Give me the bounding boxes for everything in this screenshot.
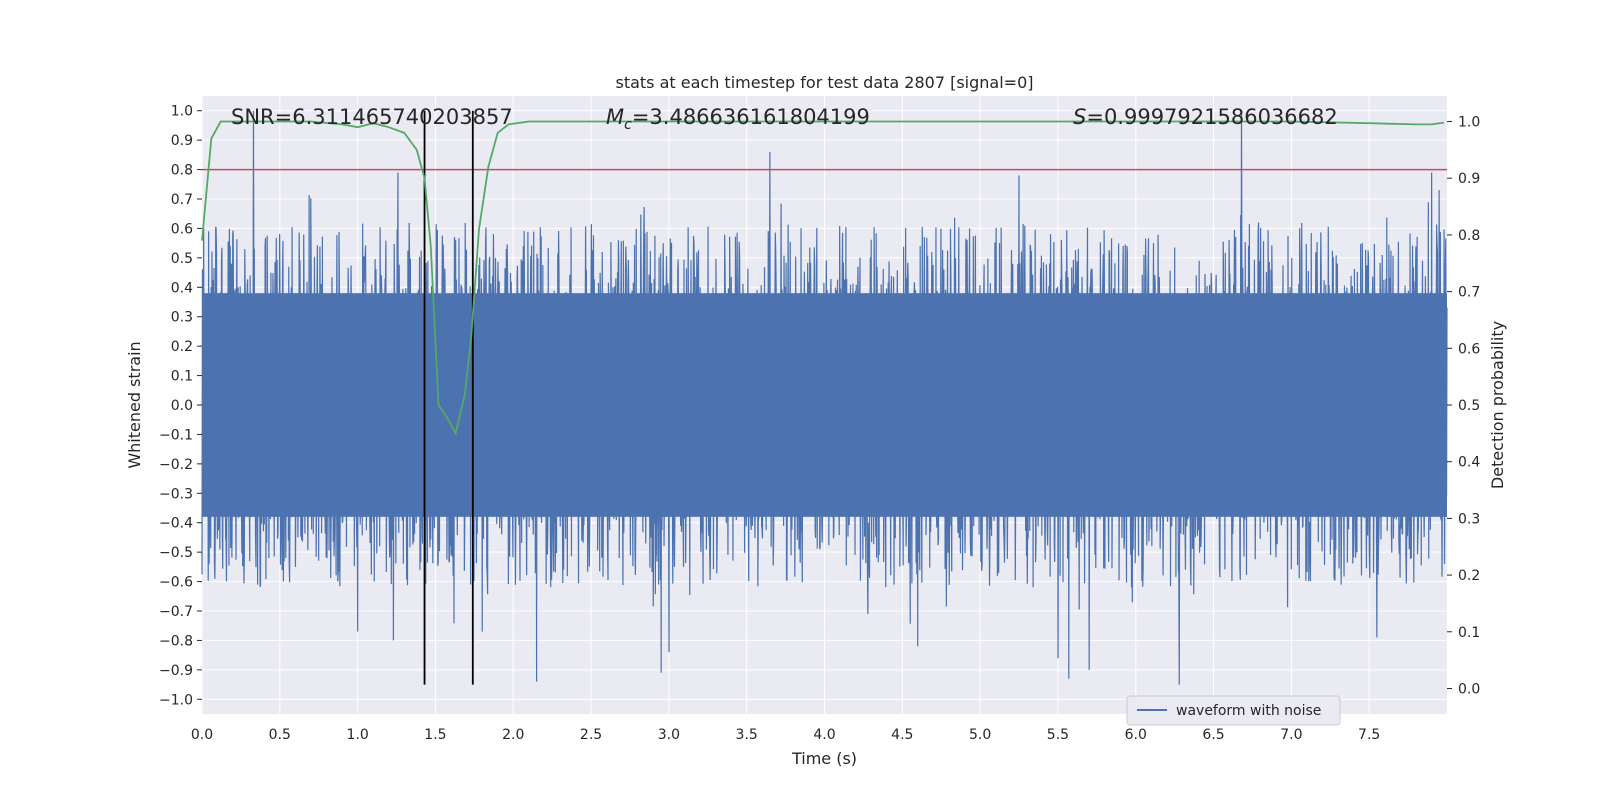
y-tick-label-6: 0.4 [171,280,193,296]
y-tick-label-3: 0.7 [171,192,193,208]
y-axis-ticks: 1.0 0.9 0.8 0.7 0.6 0.5 0.4 0.3 0.2 0.1 0.0 −0.1 −0.… [159,104,202,708]
y-tick-label-15: −0.5 [159,545,193,561]
y2-tick-label-8: 0.2 [1458,568,1480,584]
y-axis-label: Whitened strain [125,341,144,468]
y-tick-label-8: 0.2 [171,339,193,355]
y-tick-label-5: 0.5 [171,251,193,267]
x-tick-label-12: 6.0 [1125,727,1147,743]
snr-annotation: SNR=6.311465740203857 [231,105,513,129]
x-tick-label-5: 2.5 [580,727,602,743]
legend-box [1126,695,1341,726]
x-tick-label-15: 7.5 [1358,727,1380,743]
y-tick-label-10: 0.0 [171,398,193,414]
x-tick-label-11: 5.5 [1047,727,1069,743]
y2-tick-label-4: 0.6 [1458,341,1480,357]
y2-tick-label-7: 0.3 [1458,511,1480,527]
y-tick-label-12: −0.2 [159,457,193,473]
y-tick-label-4: 0.6 [171,221,193,237]
y2-tick-label-5: 0.5 [1458,398,1480,414]
waveform-with-noise [201,110,1448,685]
y2-axis-label: Detection probability [1488,321,1507,489]
significance-symbol: S [1073,105,1086,129]
y-tick-label-7: 0.3 [171,310,193,326]
reference-lines [202,110,1447,685]
y2-tick-label-1: 0.9 [1458,171,1480,187]
y-tick-label-14: −0.4 [159,516,193,532]
y-tick-label-19: −0.9 [159,663,193,679]
chirp-mass-annotation: Mc=3.486636161804199 [606,105,870,133]
x-tick-label-13: 6.5 [1202,727,1224,743]
x-tick-label-4: 2.0 [502,727,524,743]
legend-entry-waveform: waveform with noise [1176,703,1321,719]
y-tick-label-18: −0.8 [159,633,193,649]
x-tick-label-3: 1.5 [424,727,446,743]
y-tick-label-0: 1.0 [171,104,193,120]
chart-title: stats at each timestep for test data 280… [615,73,1033,92]
y-tick-label-17: −0.7 [159,604,193,620]
chirp-mass-value: =3.486636161804199 [632,105,870,129]
x-axis-ticks: 0.0 0.5 1.0 1.5 2.0 2.5 3.0 3.5 4.0 4.5 5.0 5.5 6.0 6… [191,727,1380,743]
y-tick-label-11: −0.1 [159,427,193,443]
x-tick-label-8: 4.0 [813,727,835,743]
x-tick-label-0: 0.0 [191,727,213,743]
x-tick-label-10: 5.0 [969,727,991,743]
y-tick-label-9: 0.1 [171,369,193,385]
y2-tick-label-9: 0.1 [1458,625,1480,641]
x-axis-label: Time (s) [791,749,857,768]
chirp-mass-subscript: c [624,117,632,133]
significance-annotation: S=0.9997921586036682 [1073,105,1338,129]
waveform-line [201,110,1448,685]
detection-probability-line [201,120,1445,436]
x-tick-label-7: 3.5 [736,727,758,743]
y-tick-label-20: −1.0 [159,692,193,708]
x-tick-label-9: 4.5 [891,727,913,743]
y2-axis-ticks: 1.0 0.9 0.8 0.7 0.6 0.5 0.4 0.3 0.2 0.1 0.0 [1447,115,1480,697]
y-tick-label-2: 0.8 [171,163,193,179]
y2-tick-label-2: 0.8 [1458,228,1480,244]
x-tick-label-2: 1.0 [346,727,368,743]
y-tick-label-16: −0.6 [159,575,193,591]
y-tick-label-13: −0.3 [159,486,193,502]
y2-tick-label-3: 0.7 [1458,285,1480,301]
x-tick-label-6: 3.0 [658,727,680,743]
y2-tick-label-10: 0.0 [1458,681,1480,697]
legend: waveform with noise [1126,695,1341,726]
y2-tick-label-6: 0.4 [1458,455,1480,471]
x-tick-label-14: 7.0 [1280,727,1302,743]
y2-tick-label-0: 1.0 [1458,115,1480,131]
x-tick-label-1: 0.5 [269,727,291,743]
significance-value: =0.9997921586036682 [1086,105,1337,129]
chirp-mass-symbol: M [606,105,624,129]
detection-probability-series [201,120,1445,436]
y-tick-label-1: 0.9 [171,133,193,149]
